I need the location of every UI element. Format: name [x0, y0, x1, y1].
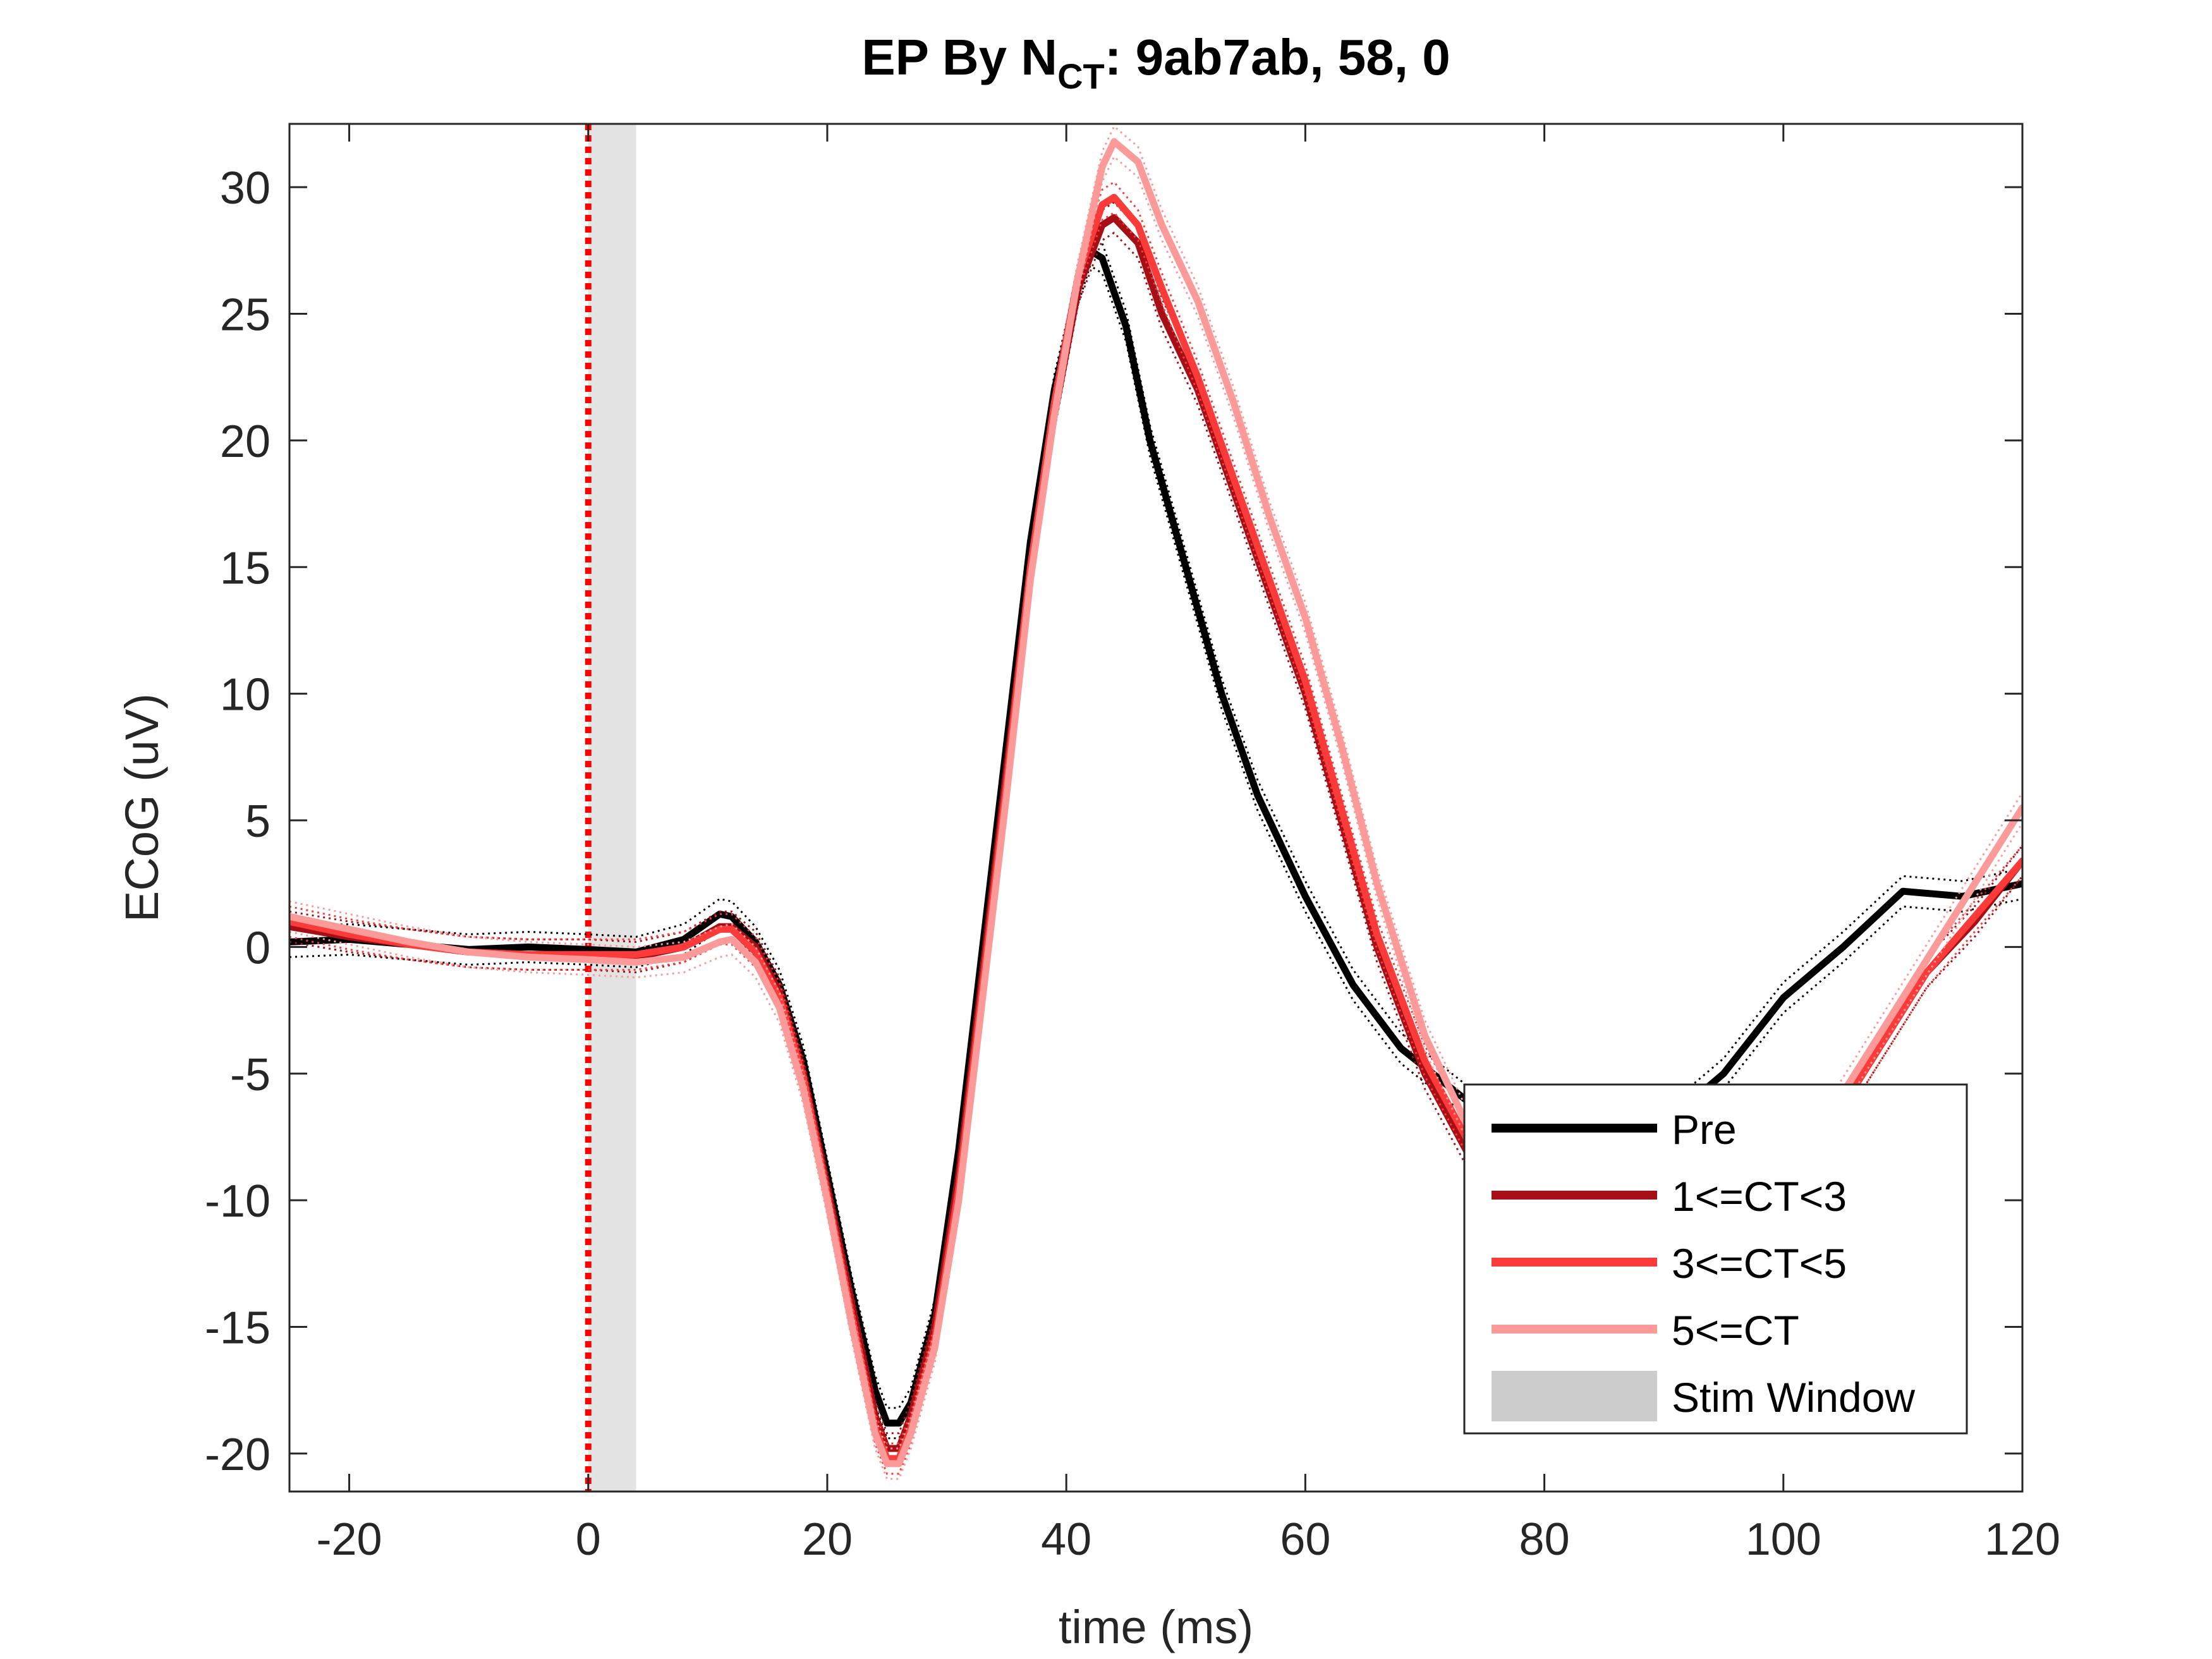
x-tick-label: 100: [1746, 1514, 1821, 1565]
x-axis-label: time (ms): [1059, 1601, 1253, 1653]
x-tick-label: 20: [802, 1514, 853, 1565]
legend-label-ct5: 5<=CT: [1672, 1307, 1799, 1354]
y-tick-label: -15: [205, 1303, 270, 1354]
y-tick-label: 25: [220, 290, 270, 341]
legend-label-pre: Pre: [1672, 1106, 1737, 1153]
y-tick-label: -5: [230, 1050, 270, 1100]
x-axis-ticks: -20 0 20 40 60 80 100 120: [317, 124, 2060, 1565]
y-tick-label: 0: [245, 923, 270, 973]
legend-label-stim-window: Stim Window: [1672, 1374, 1915, 1421]
chart-title: EP By NCT: 9ab7ab, 58, 0: [861, 29, 1450, 96]
x-tick-label: -20: [317, 1514, 382, 1565]
x-tick-label: 0: [576, 1514, 601, 1565]
y-tick-label: 15: [220, 543, 270, 593]
y-tick-label: 30: [220, 163, 270, 214]
chart-title-prefix: EP By N: [861, 29, 1057, 85]
x-tick-label: 40: [1041, 1514, 1091, 1565]
chart-title-subscript: CT: [1057, 56, 1105, 96]
y-tick-label: 5: [245, 796, 270, 847]
y-axis-ticks: -20 -15 -10 -5 0 5 10 15 20 25 30: [205, 163, 2022, 1480]
legend-label-ct1: 1<=CT<3: [1672, 1173, 1847, 1220]
legend: Pre 1<=CT<3 3<=CT<5 5<=CT Stim Window: [1463, 1083, 1968, 1435]
y-tick-label: 20: [220, 416, 270, 467]
x-tick-label: 60: [1280, 1514, 1330, 1565]
y-tick-label: -20: [205, 1430, 270, 1480]
legend-swatch-stim-window: [1492, 1371, 1657, 1421]
chart-title-suffix: : 9ab7ab, 58, 0: [1105, 29, 1450, 85]
y-tick-label: 10: [220, 670, 270, 720]
y-tick-label: -10: [205, 1176, 270, 1227]
legend-label-ct3: 3<=CT<5: [1672, 1240, 1847, 1287]
axes-box: [288, 123, 2024, 1493]
x-tick-label: 120: [1984, 1514, 2060, 1565]
stim-window-shade: [588, 124, 636, 1492]
x-tick-label: 80: [1519, 1514, 1570, 1565]
y-axis-label: ECoG (uV): [116, 693, 168, 922]
